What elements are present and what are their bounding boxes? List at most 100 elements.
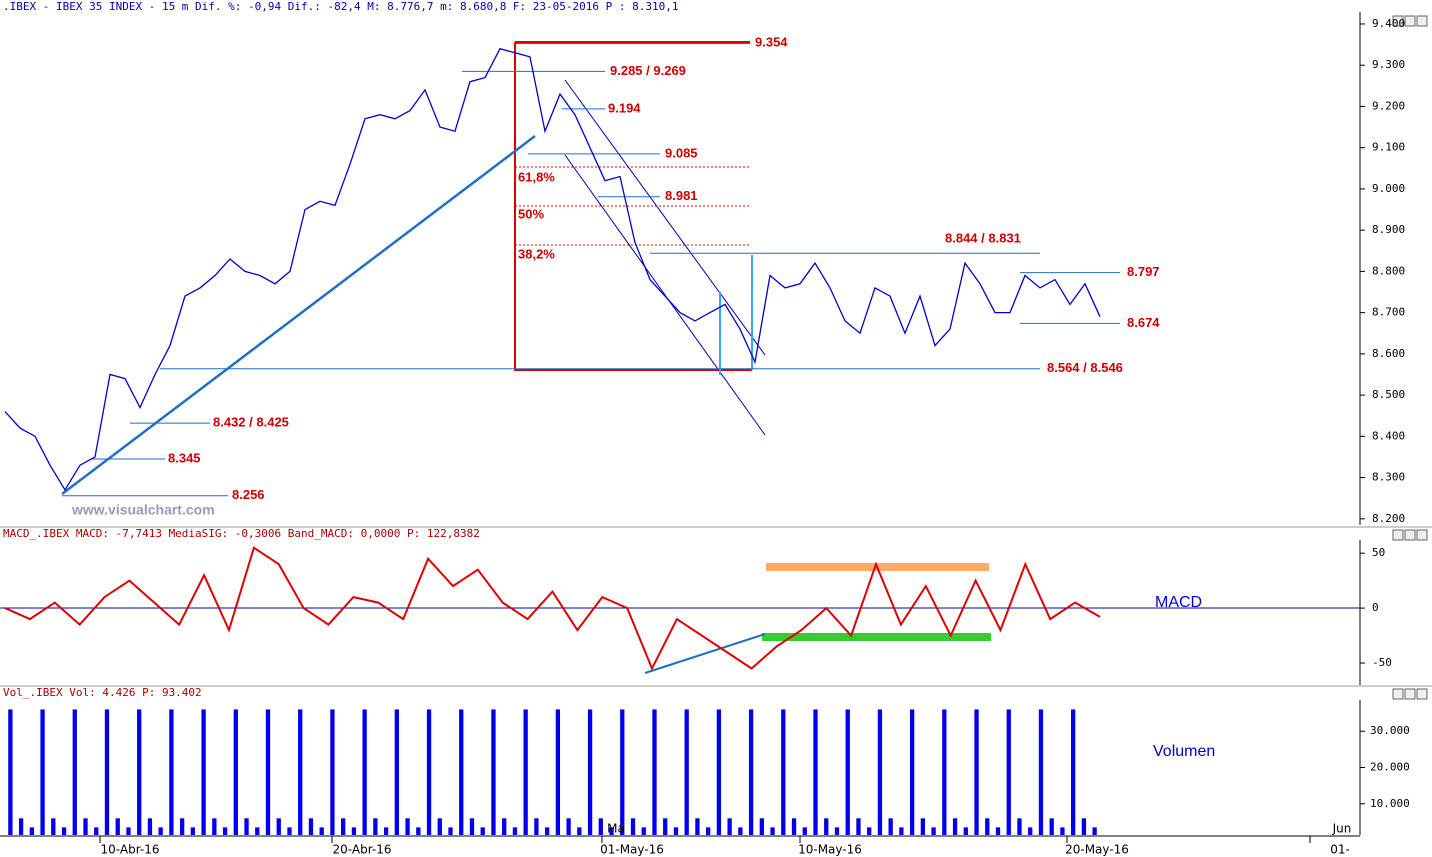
y-tick-label: 8.900	[1372, 223, 1405, 236]
x-tick-label: Jun	[1332, 822, 1352, 836]
volume-bar	[179, 818, 185, 835]
volume-bar	[931, 827, 936, 835]
volume-bar	[233, 709, 238, 835]
maximize-button[interactable]	[1404, 529, 1416, 541]
y-tick-label: -50	[1372, 656, 1392, 669]
volume-bar	[480, 827, 485, 835]
volume-bar	[652, 709, 657, 835]
y-tick-label: 9.200	[1372, 99, 1405, 112]
volume-bar	[383, 827, 389, 835]
divergence-line	[644, 633, 766, 674]
y-tick-label: 30.000	[1370, 724, 1410, 737]
volume-bar	[609, 827, 614, 835]
volume-bar	[620, 709, 625, 835]
close-button[interactable]	[1416, 15, 1428, 27]
volume-bar	[748, 709, 754, 835]
y-tick-label: 50	[1372, 546, 1385, 559]
volume-bar	[351, 827, 357, 835]
volume-bar	[920, 818, 926, 835]
volume-bar	[909, 709, 915, 835]
volume-bar	[985, 818, 990, 835]
volume-bar	[824, 818, 829, 835]
volume-bar	[72, 709, 77, 835]
volume-bar	[169, 709, 174, 835]
volume-bar	[791, 818, 797, 835]
volume-bar	[534, 818, 539, 835]
panel-buttons[interactable]	[1392, 15, 1428, 700]
close-button[interactable]	[1416, 688, 1428, 700]
volume-bar	[781, 709, 786, 835]
volume-bar	[759, 818, 764, 835]
minimize-button[interactable]	[1392, 15, 1404, 27]
volume-bar	[405, 818, 410, 835]
level-label: 8.345	[168, 450, 201, 465]
volume-bar	[942, 709, 947, 835]
volume-bar	[448, 827, 453, 835]
volume-bar	[630, 818, 636, 835]
volume-bar	[29, 827, 34, 835]
volume-bar	[137, 709, 142, 835]
minimize-button[interactable]	[1392, 688, 1404, 700]
maximize-button[interactable]	[1404, 15, 1416, 27]
x-tick-label: 10-May-16	[798, 843, 862, 857]
volume-bar	[491, 709, 496, 835]
volume-bar	[995, 827, 1001, 835]
background	[0, 0, 1360, 857]
volume-bar	[308, 818, 314, 835]
minimize-button[interactable]	[1392, 529, 1404, 541]
volume-bar	[845, 709, 850, 835]
volume-bar	[319, 827, 324, 835]
close-button[interactable]	[1416, 529, 1428, 541]
volume-bar	[834, 827, 840, 835]
volume-bar	[1060, 827, 1065, 835]
volume-bar	[437, 818, 442, 835]
volume-bar	[1049, 818, 1054, 835]
level-label: 8.432 / 8.425	[213, 415, 289, 430]
maximize-button[interactable]	[1404, 688, 1416, 700]
y-tick-label: 8.200	[1372, 512, 1405, 525]
volume-bar	[952, 818, 958, 835]
volume-bar	[212, 818, 217, 835]
volume-bar	[222, 827, 228, 835]
x-tick-label: 01-	[1330, 843, 1350, 857]
volume-bar	[104, 709, 110, 835]
y-tick-label: 9.000	[1372, 182, 1405, 195]
y-tick-label: 8.400	[1372, 429, 1405, 442]
volume-bar	[94, 827, 99, 835]
volume-bar	[577, 827, 582, 835]
volume-bar	[1028, 827, 1033, 835]
y-tick-label: 10.000	[1370, 797, 1410, 810]
volume-bar	[1092, 827, 1097, 835]
volume-bar	[706, 827, 711, 835]
macd-line	[4, 546, 1101, 671]
support-band	[762, 633, 991, 641]
fib-label: 50%	[518, 206, 544, 221]
level-label: 8.564 / 8.546	[1047, 360, 1123, 375]
volume-bar	[877, 709, 883, 835]
volume-bar	[115, 818, 120, 835]
level-label: 8.844 / 8.831	[945, 231, 1021, 246]
volume-bar	[963, 827, 968, 835]
volume-bar	[83, 818, 88, 835]
volume-bar	[813, 709, 818, 835]
volume-bar	[362, 709, 367, 835]
volume-bar	[265, 709, 271, 835]
volume-bar	[598, 818, 603, 835]
volume-bar	[974, 709, 979, 835]
y-tick-label: 8.300	[1372, 471, 1405, 484]
volume-header: Vol_.IBEX Vol: 4.426 P: 93.402	[3, 686, 202, 699]
volume-bar	[126, 827, 131, 835]
volume-bar	[158, 827, 163, 835]
volume-bar	[684, 709, 689, 835]
y-tick-label: 9.400	[1372, 17, 1405, 30]
price-line	[4, 47, 1101, 492]
volume-bar	[276, 818, 281, 835]
volume-bar	[523, 709, 528, 835]
level-label: 8.256	[232, 487, 265, 502]
volume-bar	[394, 709, 399, 835]
x-tick-label: 20-Abr-16	[333, 843, 392, 857]
volume-bar	[330, 709, 335, 835]
volume-bar	[426, 709, 432, 835]
volume-bar	[61, 827, 67, 835]
y-tick-label: 9.100	[1372, 141, 1405, 154]
